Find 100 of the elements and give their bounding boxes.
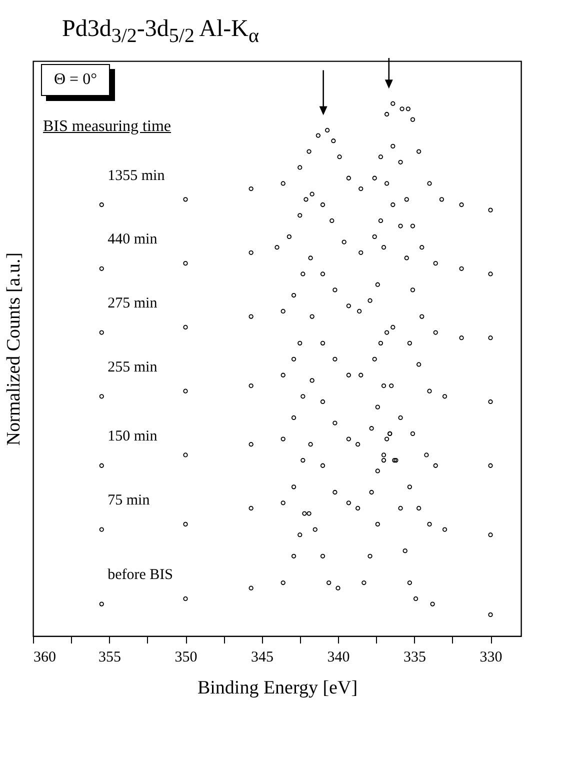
point: [291, 484, 296, 490]
point: [302, 511, 307, 516]
point: [381, 245, 386, 250]
point: [326, 580, 332, 586]
point: [369, 490, 374, 495]
point: [375, 522, 380, 527]
point: [99, 602, 104, 606]
point: [99, 202, 104, 208]
series-label: 255 min: [108, 359, 158, 376]
point: [410, 224, 416, 228]
point: [346, 176, 351, 180]
point: [358, 250, 364, 255]
point: [280, 500, 286, 506]
point: [99, 463, 104, 468]
point: [291, 356, 296, 362]
point: [248, 442, 254, 447]
point: [280, 181, 286, 186]
point: [357, 308, 362, 314]
point: [375, 282, 380, 287]
point: [404, 197, 409, 202]
annotation: BIS measuring time: [43, 118, 171, 136]
point: [433, 463, 438, 468]
point: [291, 415, 296, 420]
point: [286, 234, 292, 240]
point: [298, 165, 302, 170]
point: [248, 314, 254, 319]
point: [389, 383, 394, 388]
point: [442, 394, 448, 399]
y-axis-title: Normalized Counts [a.u.]: [4, 252, 24, 446]
point: [346, 500, 351, 506]
point: [332, 420, 338, 426]
point: [420, 245, 424, 250]
series-label: 275 min: [108, 296, 158, 312]
point: [320, 554, 326, 558]
point: [346, 372, 351, 378]
point: [410, 117, 416, 122]
point: [356, 506, 360, 511]
series-label: 75 min: [108, 492, 150, 509]
point: [488, 463, 493, 468]
point: [407, 340, 412, 346]
point: [439, 197, 444, 202]
point: [306, 511, 312, 516]
series-label: before BIS: [108, 567, 174, 584]
x-tick-label: 340: [327, 650, 350, 666]
point: [398, 224, 403, 228]
text: Θ = 0°: [41, 64, 110, 96]
point: [488, 272, 493, 276]
point: [427, 522, 432, 527]
point: [406, 106, 410, 112]
x-axis-title: Binding Energy [eV]: [197, 678, 358, 698]
point: [381, 383, 386, 388]
point: [304, 197, 308, 202]
point: [488, 612, 493, 618]
point: [407, 484, 412, 490]
point: [375, 468, 380, 474]
chart-title: Pd3d$_{3/2}$-3d$_{5/2}$ Al-K$_{α}$: [61, 15, 260, 49]
series-label: 1355 min: [108, 168, 166, 184]
point: [316, 133, 320, 138]
point: [375, 404, 380, 410]
point: [308, 256, 313, 260]
x-tick-label: 360: [34, 650, 56, 666]
point: [372, 176, 377, 180]
point: [398, 506, 403, 511]
point: [248, 383, 254, 388]
point: [368, 554, 372, 558]
x-tick-label: 355: [98, 650, 121, 666]
point: [291, 292, 296, 298]
point: [400, 106, 404, 112]
point: [300, 394, 306, 399]
point: [280, 436, 286, 442]
point: [332, 288, 338, 292]
point: [430, 602, 435, 606]
point: [384, 436, 390, 442]
point: [372, 356, 377, 362]
x-tick-label: 345: [251, 650, 274, 666]
point: [459, 202, 464, 208]
point: [183, 197, 188, 202]
point: [248, 250, 254, 255]
point: [378, 218, 384, 224]
point: [384, 330, 390, 335]
point: [298, 213, 302, 218]
point: [248, 586, 254, 590]
x-tick-label: 330: [480, 650, 502, 666]
point: [381, 452, 386, 458]
point: [274, 245, 280, 250]
point: [325, 128, 330, 133]
point: [183, 388, 188, 394]
point: [356, 442, 360, 447]
point: [300, 458, 306, 463]
point: [459, 336, 464, 340]
point: [310, 314, 314, 319]
point: [378, 340, 384, 346]
point: [488, 208, 493, 212]
point: [402, 548, 408, 554]
point: [372, 234, 377, 240]
point: [337, 154, 342, 160]
point: [390, 202, 396, 208]
point: [381, 458, 386, 463]
point: [331, 138, 336, 144]
point: [368, 298, 372, 303]
